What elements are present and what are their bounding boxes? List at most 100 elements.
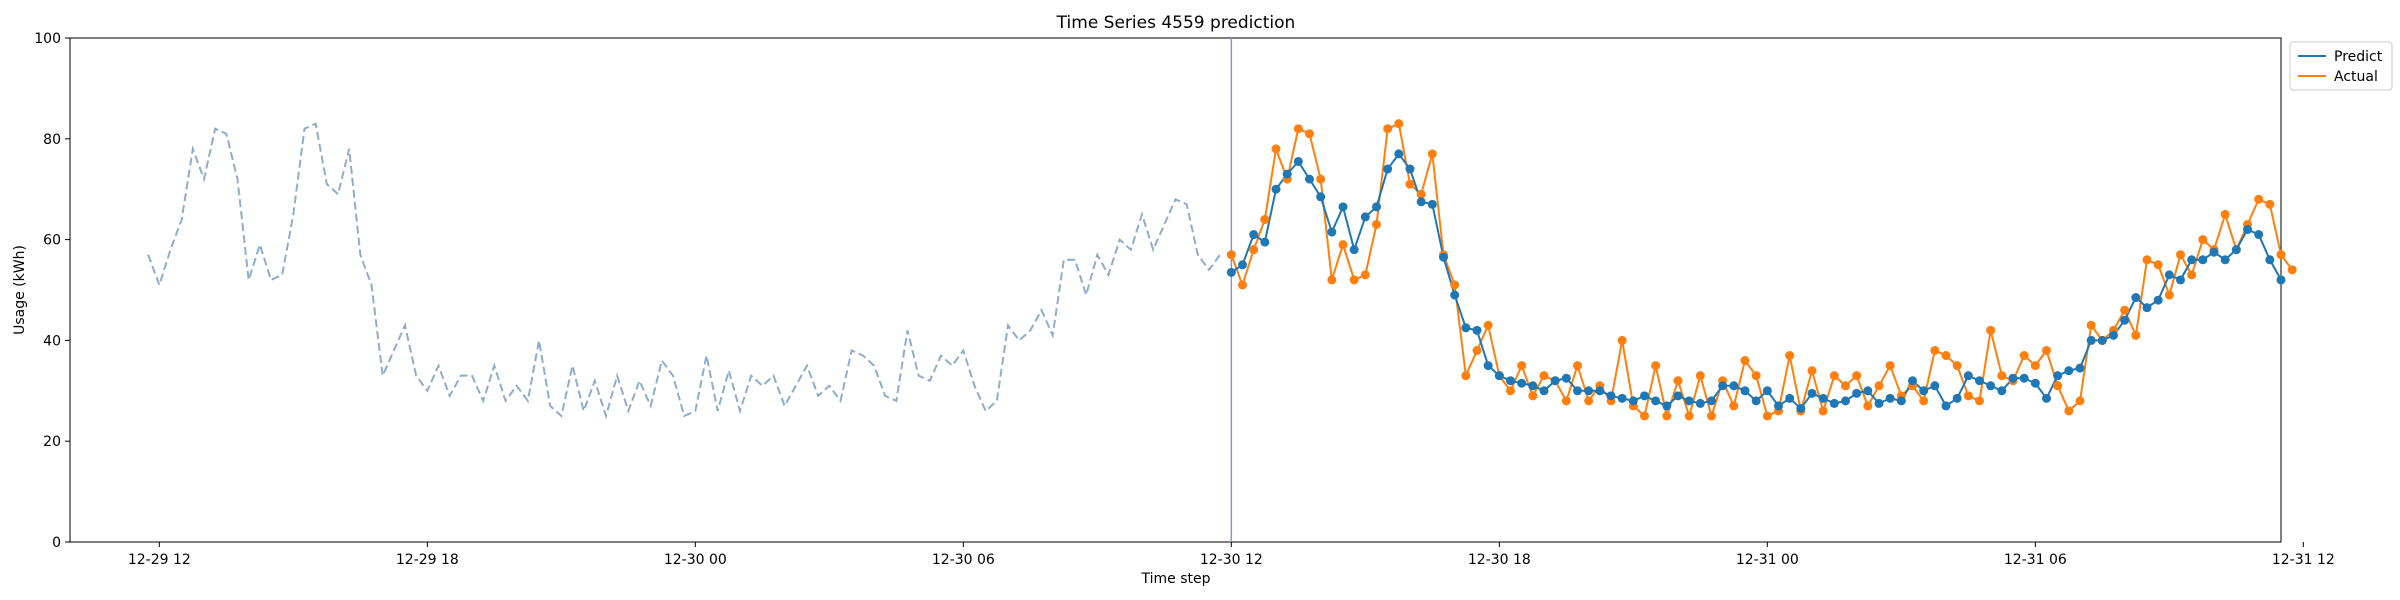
predict-point (2008, 373, 2018, 383)
x-tick-label: 12-29 12 (128, 552, 191, 568)
predict-point (2153, 295, 2163, 305)
predict-point (1282, 169, 1292, 179)
predict-point (1841, 396, 1850, 406)
plot-area: 0 20 40 60 80 100 12-29 12 12-29 18 12-30 00 12-3… (34, 31, 2335, 568)
predict-point (1807, 388, 1817, 398)
predict-point (1439, 252, 1448, 262)
predict-point (1405, 164, 1415, 174)
predict-point (1751, 396, 1761, 406)
predict-point (1271, 184, 1281, 194)
actual-point (1651, 361, 1661, 371)
predict-point (2053, 371, 2063, 381)
actual-point (1740, 356, 1750, 366)
actual-point (1416, 189, 1426, 199)
predict-point (1986, 381, 1996, 391)
y-axis-label: Usage (kWh) (12, 245, 28, 335)
predict-point (1963, 371, 1973, 381)
predict-point (1785, 393, 1795, 403)
actual-point (1952, 361, 1962, 371)
actual-point (1506, 386, 1515, 396)
y-tick-label: 80 (43, 132, 61, 148)
predict-point (1483, 361, 1493, 371)
predict-point (1327, 227, 1337, 237)
y-tick-label: 60 (43, 233, 61, 249)
predict-point (2086, 335, 2096, 345)
predict-point (1494, 371, 1504, 381)
actual-point (1338, 240, 1348, 250)
predict-point (2042, 393, 2051, 403)
predict-point (2220, 255, 2230, 265)
predict-point (1896, 396, 1906, 406)
predict-point (1863, 386, 1873, 396)
predict-point (1584, 386, 1594, 396)
x-tick-label: 12-30 12 (1200, 552, 1263, 568)
predict-point (2075, 363, 2085, 373)
actual-point (1941, 351, 1951, 361)
actual-point (1327, 275, 1337, 285)
actual-point (1584, 396, 1594, 406)
predict-point (2120, 315, 2130, 325)
actual-point (1472, 345, 1482, 355)
actual-point (1360, 270, 1370, 280)
actual-point (2254, 194, 2264, 204)
actual-point (1539, 371, 1549, 381)
actual-point (1238, 280, 1247, 290)
actual-point (2064, 406, 2074, 416)
actual-point (1852, 371, 1862, 381)
predict-point (2254, 230, 2264, 240)
actual-point (1829, 371, 1839, 381)
predict-point (2030, 378, 2040, 388)
predict-point (1528, 381, 1538, 391)
actual-point (1226, 250, 1236, 260)
actual-point (1986, 325, 1996, 335)
y-tick-label: 100 (34, 31, 61, 47)
legend-frame (2289, 41, 2393, 91)
predict-point (1293, 156, 1303, 166)
predict-point (1874, 398, 1884, 408)
predict-point (1416, 197, 1426, 207)
x-tick-label: 12-31 00 (1736, 552, 1799, 568)
predict-point (2265, 255, 2275, 265)
predict-point (2019, 373, 2029, 383)
predict-point (1684, 396, 1694, 406)
actual-point (1316, 174, 1326, 184)
predict-point (2142, 303, 2152, 313)
predict-point (1762, 386, 1772, 396)
predict-point (1450, 290, 1460, 300)
axes-frame (69, 37, 2282, 543)
predict-point (1561, 373, 1571, 383)
actual-point (2153, 260, 2163, 270)
actual-point (1394, 119, 1404, 129)
predict-point (1829, 398, 1839, 408)
actual-point (2030, 361, 2040, 371)
predict-point (1595, 386, 1605, 396)
actual-point (1662, 411, 1672, 421)
actual-point (2276, 250, 2286, 260)
actual-point (1684, 411, 1694, 421)
predict-point (1941, 401, 1951, 411)
actual-point (1573, 361, 1582, 371)
x-tick-label: 12-30 06 (932, 552, 995, 568)
x-tick-label: 12-29 18 (396, 552, 459, 568)
actual-point (1785, 351, 1795, 361)
actual-point (1818, 406, 1828, 416)
actual-point (2265, 199, 2275, 209)
x-tick-label: 12-30 00 (664, 552, 727, 568)
predict-point (1908, 376, 1917, 386)
actual-point (1405, 179, 1415, 189)
predict-point (2243, 225, 2252, 235)
predict-point (1316, 192, 1326, 202)
predict-point (2231, 245, 2241, 255)
predict-point (1360, 212, 1370, 222)
predict-point (2064, 366, 2074, 376)
actual-point (1461, 371, 1471, 381)
predict-point (1383, 164, 1393, 174)
actual-point (2131, 330, 2141, 340)
predict-point (1930, 381, 1940, 391)
actual-point (1729, 401, 1739, 411)
predict-point (1238, 260, 1247, 270)
actual-point (2142, 255, 2152, 265)
y-tick-label: 0 (52, 535, 61, 551)
actual-point (1997, 371, 2007, 381)
actual-point (1383, 124, 1393, 134)
